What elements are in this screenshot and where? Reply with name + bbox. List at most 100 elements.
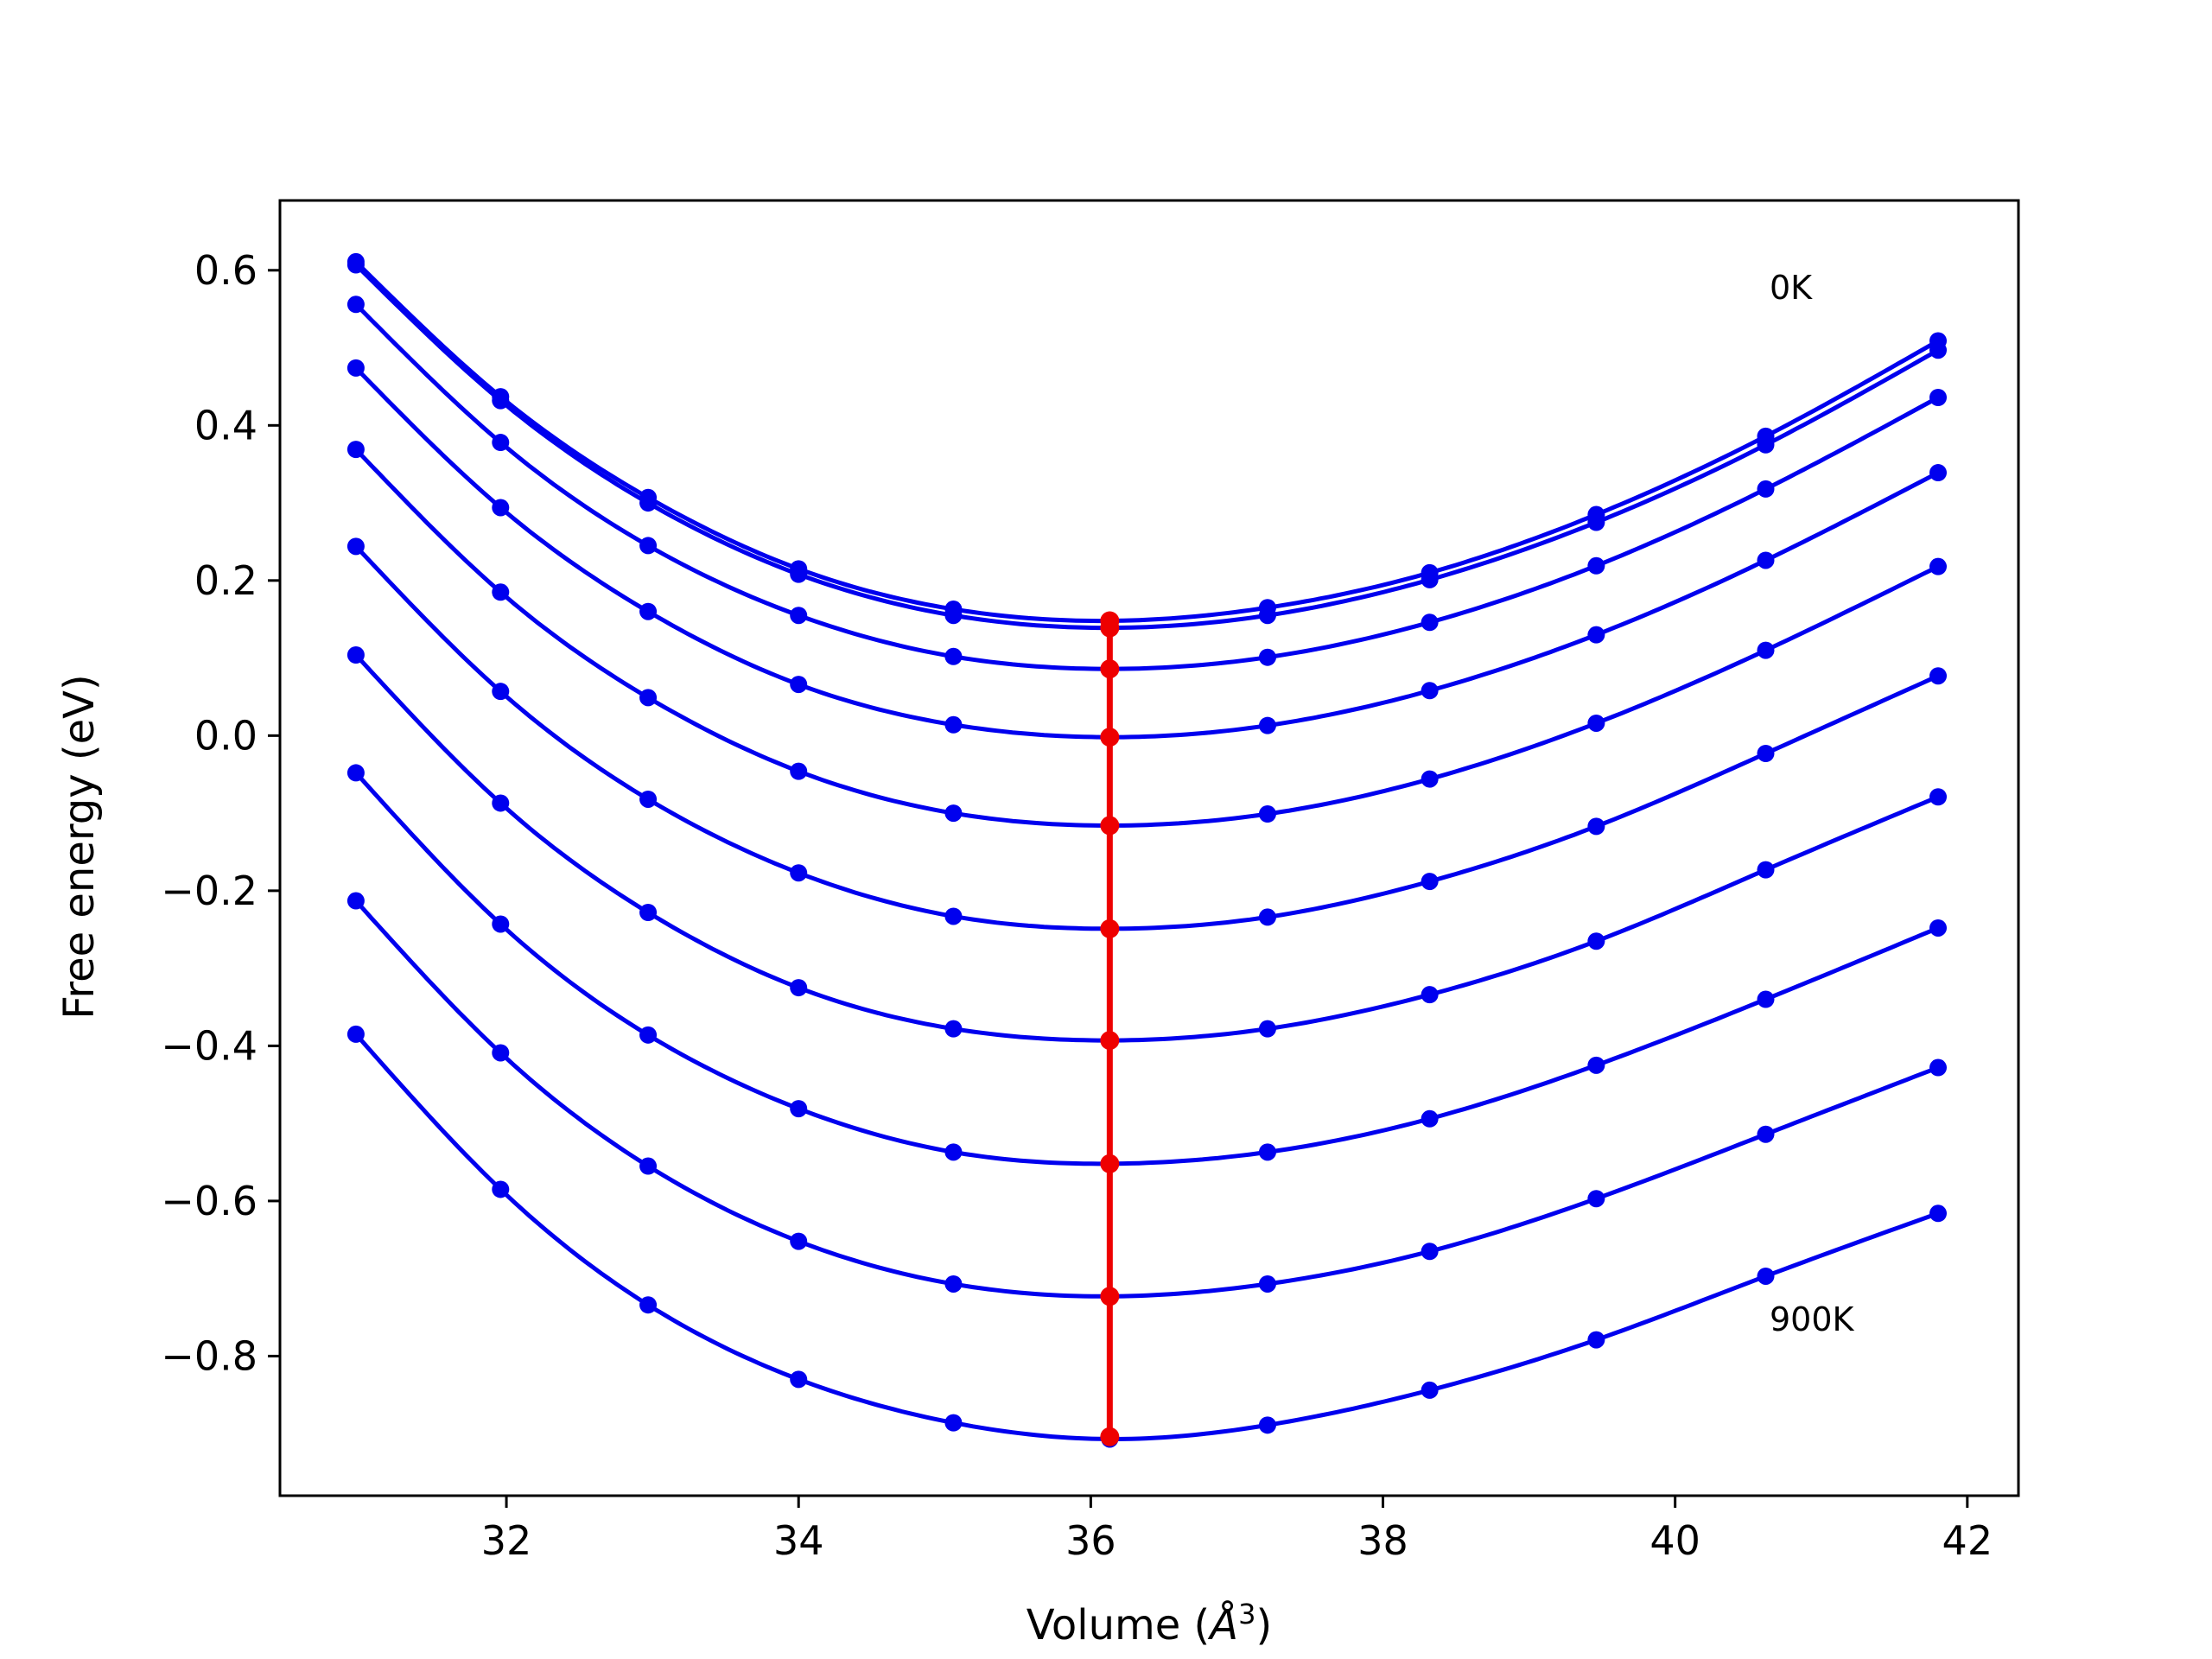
minimum-point	[1100, 659, 1120, 679]
data-point	[1587, 626, 1605, 644]
min-line-layer	[1100, 611, 1120, 1446]
data-point	[1421, 613, 1439, 632]
series-line	[354, 448, 1940, 829]
data-point	[1929, 1205, 1948, 1223]
y-tick-label: 0.4	[194, 402, 257, 448]
data-point	[790, 1100, 808, 1118]
data-point	[346, 441, 365, 459]
data-point	[1929, 557, 1948, 575]
data-point	[639, 1026, 658, 1044]
y-tick-label: −0.6	[161, 1178, 257, 1224]
data-point	[1587, 1056, 1605, 1074]
minimum-point	[1100, 728, 1120, 747]
data-point	[1258, 908, 1276, 926]
data-point	[1258, 1416, 1276, 1434]
y-tick-label: 0.0	[194, 712, 257, 759]
data-point	[1258, 805, 1276, 823]
y-tick-label: −0.4	[161, 1022, 257, 1069]
data-point	[346, 256, 365, 274]
data-point	[1757, 990, 1775, 1008]
data-point	[492, 1044, 510, 1062]
x-tick-label: 38	[1357, 1517, 1408, 1564]
data-point	[944, 1414, 963, 1432]
minimum-point	[1100, 1287, 1120, 1306]
data-point	[1757, 1125, 1775, 1143]
data-point	[492, 391, 510, 410]
x-tick-label: 42	[1942, 1517, 1993, 1564]
data-point	[1421, 570, 1439, 588]
data-point	[639, 689, 658, 707]
data-point	[1587, 932, 1605, 950]
data-point	[944, 1274, 963, 1293]
data-point	[639, 1296, 658, 1314]
minimum-point	[1100, 816, 1120, 836]
data-point	[944, 1143, 963, 1161]
data-point	[1421, 986, 1439, 1004]
data-point	[1587, 513, 1605, 531]
minimum-point	[1100, 1154, 1120, 1173]
series-3	[346, 359, 1948, 747]
data-point	[1587, 556, 1605, 575]
data-point	[1929, 464, 1948, 482]
y-axis-label: Free energy (eV)	[55, 674, 104, 1019]
data-point	[1757, 744, 1775, 762]
data-point	[1258, 716, 1276, 734]
data-point	[944, 607, 963, 625]
data-point	[1587, 817, 1605, 836]
series-line	[354, 899, 1939, 1299]
y-tick-label: 0.2	[194, 557, 257, 604]
data-point	[639, 1157, 658, 1175]
data-point	[346, 764, 365, 782]
data-point	[1929, 1058, 1948, 1077]
data-point	[492, 434, 510, 452]
y-tick-label: −0.8	[161, 1332, 257, 1379]
data-point	[346, 892, 365, 910]
minimum-point	[1100, 1031, 1120, 1051]
data-point	[790, 979, 808, 997]
data-point	[346, 537, 365, 556]
data-point	[1757, 641, 1775, 659]
data-point	[1757, 861, 1775, 879]
data-point	[1421, 1109, 1439, 1128]
series-line	[354, 653, 1939, 1043]
x-tick-label: 32	[481, 1517, 532, 1564]
data-point	[346, 359, 365, 377]
data-point	[346, 296, 365, 314]
data-point	[346, 645, 365, 664]
minimum-point	[1100, 918, 1120, 938]
data-point	[1258, 1274, 1276, 1293]
data-point	[1757, 480, 1775, 498]
series-6	[346, 645, 1948, 1050]
data-point	[639, 494, 658, 512]
data-point	[1421, 1381, 1439, 1399]
annotation-900k: 900K	[1770, 1300, 1855, 1338]
data-point	[1929, 918, 1948, 937]
series-4	[346, 441, 1948, 835]
data-point	[639, 537, 658, 555]
series-9	[346, 1025, 1948, 1448]
x-tick-label: 40	[1649, 1517, 1700, 1564]
data-point	[1258, 648, 1276, 666]
x-axis: 32 34 36 38 40 42	[481, 1496, 1993, 1564]
data-point	[1757, 435, 1775, 454]
data-point	[1258, 607, 1276, 625]
series-layer	[346, 252, 1948, 1448]
data-point	[790, 864, 808, 882]
data-point	[492, 683, 510, 701]
x-tick-label: 34	[773, 1517, 824, 1564]
y-axis: 0.6 0.4 0.2 0.0 −0.2 −0.4 −0.6 −0.8	[161, 247, 280, 1379]
data-point	[1421, 770, 1439, 788]
data-point	[790, 607, 808, 625]
x-axis-label: Volume (Å3)	[1027, 1598, 1272, 1649]
data-point	[1421, 1243, 1439, 1261]
data-point	[1421, 682, 1439, 700]
data-point	[492, 499, 510, 517]
data-point	[944, 907, 963, 925]
series-line	[354, 263, 1940, 631]
series-8	[346, 892, 1948, 1306]
data-point	[790, 1232, 808, 1250]
minimum-point	[1100, 1427, 1120, 1446]
data-point	[944, 1020, 963, 1038]
series-line	[354, 544, 1940, 931]
